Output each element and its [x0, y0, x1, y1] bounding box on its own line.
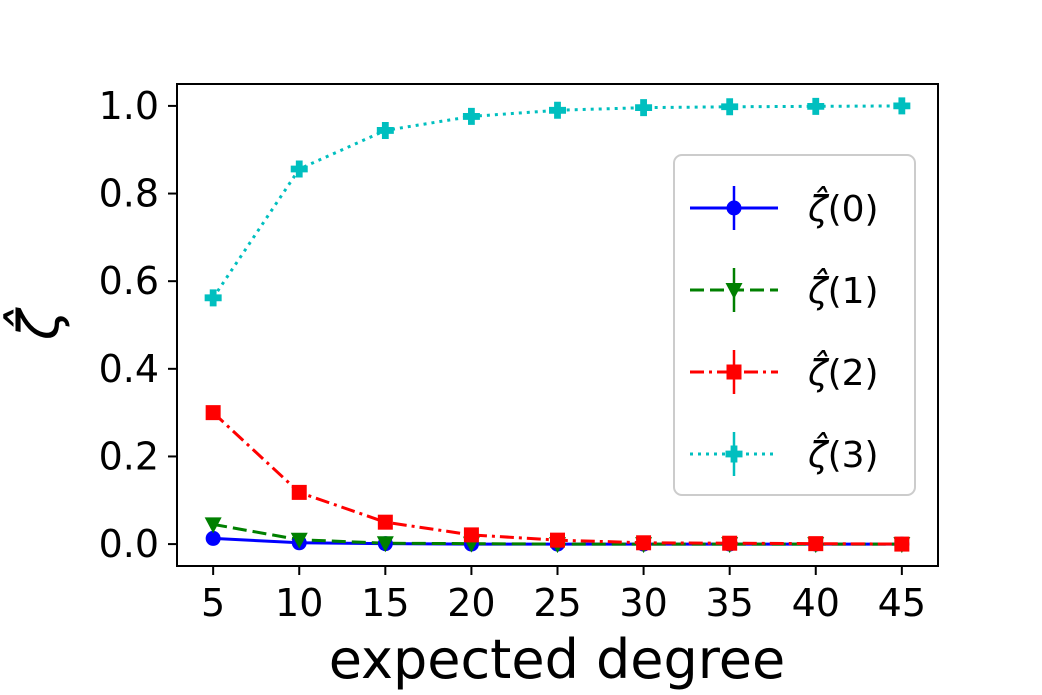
data-point-2 [205, 405, 221, 421]
x-tick-label: 40 [792, 581, 840, 625]
legend-label-arg: (3) [828, 435, 879, 476]
legend-marker [725, 283, 743, 299]
legend-label-symbol: ζ̂ [807, 267, 830, 312]
x-tick-label: 45 [878, 581, 926, 625]
x-axis: 5 10 15 20 25 30 35 40 45 [201, 566, 926, 625]
data-point-2 [722, 535, 738, 551]
legend-label-symbol: ζ̂ [807, 185, 830, 230]
y-tick-label: 0.6 [99, 259, 159, 303]
y-axis-label: ζ̂ [4, 306, 72, 341]
legend-label: ζ̂(3) [807, 431, 879, 476]
data-point-3 [721, 98, 739, 116]
legend-label-symbol: ζ̂ [807, 431, 830, 476]
legend-item-0: ζ̂(0) [690, 185, 879, 230]
legend-label-arg: (0) [828, 189, 879, 230]
legend-marker [726, 364, 742, 380]
data-point-3 [635, 99, 653, 117]
y-axis: 0.0 0.2 0.4 0.6 0.8 1.0 [99, 84, 177, 566]
data-point-3 [290, 160, 308, 178]
data-point-3 [376, 121, 394, 139]
data-point-2 [550, 532, 565, 548]
data-point-3 [893, 97, 911, 115]
legend-frame [673, 154, 916, 496]
legend: ζ̂(0)ζ̂(1)ζ̂(2)ζ̂(3) [673, 154, 916, 496]
y-tick-label: 0.8 [99, 172, 159, 216]
x-tick-label: 10 [275, 581, 323, 625]
x-tick-label: 20 [447, 581, 495, 625]
data-point-3 [204, 289, 222, 307]
data-point-2 [463, 527, 479, 543]
data-point-2 [291, 484, 307, 500]
y-tick-label: 0.0 [99, 522, 159, 566]
data-point-3 [807, 97, 825, 115]
legend-marker [726, 200, 742, 216]
data-point-1 [204, 517, 222, 534]
legend-label-arg: (1) [828, 271, 879, 312]
data-point-1 [376, 536, 394, 553]
legend-label: ζ̂(1) [807, 267, 879, 312]
legend-label-symbol: ζ̂ [807, 349, 830, 394]
legend-item-3: ζ̂(3) [690, 431, 879, 476]
legend-item-1: ζ̂(1) [690, 267, 879, 312]
data-point-3 [549, 101, 566, 119]
legend-label-arg: (2) [828, 353, 879, 394]
x-tick-label: 30 [619, 581, 667, 625]
y-tick-label: 0.2 [99, 434, 159, 478]
x-axis-label: expected degree [329, 628, 786, 691]
data-point-2 [377, 514, 393, 530]
y-axis-label-text: ζ̂ [4, 306, 72, 341]
x-tick-label: 25 [533, 581, 581, 625]
series-markers [204, 97, 911, 554]
y-tick-label: 0.4 [99, 347, 159, 391]
x-tick-label: 35 [705, 581, 753, 625]
data-point-0 [205, 530, 221, 546]
legend-marker [725, 445, 743, 463]
data-point-2 [894, 536, 910, 552]
data-point-3 [462, 107, 480, 125]
legend-label: ζ̂(2) [807, 349, 879, 394]
data-point-2 [808, 536, 824, 552]
data-point-2 [636, 535, 652, 551]
series-line-3 [211, 104, 902, 299]
x-tick-label: 5 [201, 581, 225, 625]
legend-label: ζ̂(0) [807, 185, 879, 230]
data-point-1 [290, 532, 308, 549]
y-tick-label: 1.0 [99, 84, 159, 128]
x-tick-label: 15 [361, 581, 409, 625]
legend-item-2: ζ̂(2) [690, 349, 879, 394]
